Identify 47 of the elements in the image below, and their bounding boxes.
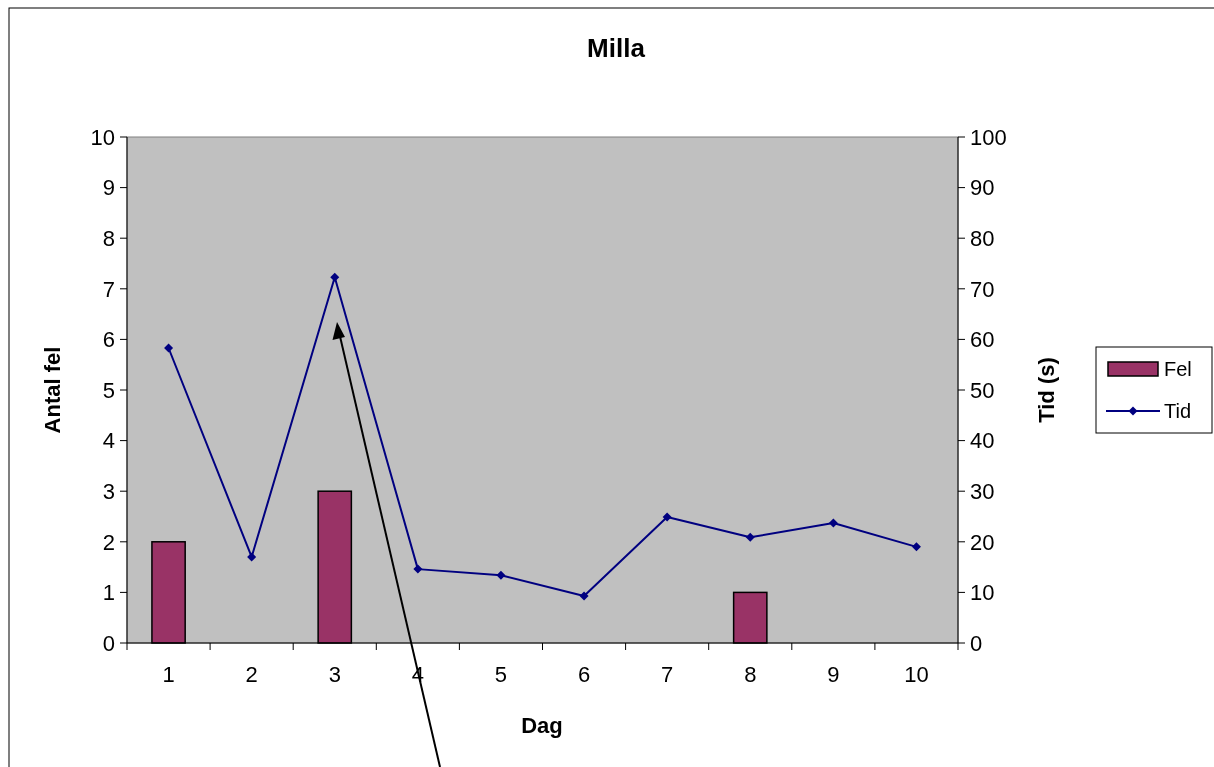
point (247, 552, 257, 562)
point (579, 591, 589, 601)
y2-tick-label: 20 (970, 529, 995, 555)
y-tick-label: 3 (102, 478, 115, 504)
point (911, 542, 921, 552)
y-tick-label: 10 (90, 124, 115, 150)
point (330, 272, 340, 282)
legend-label: Tid (1164, 400, 1192, 422)
x-tick-label: 8 (744, 662, 757, 687)
y-tick-label: 5 (102, 377, 115, 403)
point (496, 570, 506, 580)
x-tick-label: 10 (904, 662, 929, 687)
y2-tick-label: 10 (970, 580, 995, 606)
y-axis-title: Antal fel (40, 346, 65, 434)
point (745, 532, 755, 542)
y-tick-label: 4 (102, 428, 115, 454)
legend-label: Fel (1164, 358, 1192, 380)
y-tick-label: 6 (102, 327, 115, 353)
y-tick-label: 7 (102, 276, 115, 302)
y2-tick-label: 0 (970, 630, 983, 656)
x-tick-label: 7 (661, 662, 674, 687)
point (164, 343, 174, 353)
x-tick-label: 6 (577, 662, 591, 687)
x-tick-label: 5 (494, 662, 508, 687)
x-axis-title: Dag (521, 713, 563, 738)
y-tick-label: 0 (102, 630, 115, 656)
x-tick-label: 3 (328, 662, 341, 687)
y2-tick-label: 70 (970, 276, 995, 302)
x-tick-label: 2 (245, 662, 258, 687)
y-tick-label: 1 (102, 580, 115, 606)
y2-axis-title: Tid (s) (1034, 357, 1059, 423)
point (828, 518, 838, 528)
y2-tick-label: 100 (970, 124, 1007, 150)
y-tick-label: 2 (102, 529, 115, 555)
y2-tick-label: 60 (970, 327, 995, 353)
y2-tick-label: 80 (970, 225, 995, 251)
point (662, 512, 672, 522)
y2-tick-label: 50 (970, 377, 995, 403)
y-tick-label: 9 (102, 175, 115, 201)
y2-tick-label: 90 (970, 175, 995, 201)
x-tick-label: 1 (162, 662, 175, 687)
x-tick-label: 9 (827, 662, 840, 687)
chart-title: Milla (587, 33, 646, 63)
y-tick-label: 8 (102, 225, 115, 251)
point (413, 564, 423, 574)
y2-tick-label: 40 (970, 428, 995, 454)
y2-tick-label: 30 (970, 478, 995, 504)
